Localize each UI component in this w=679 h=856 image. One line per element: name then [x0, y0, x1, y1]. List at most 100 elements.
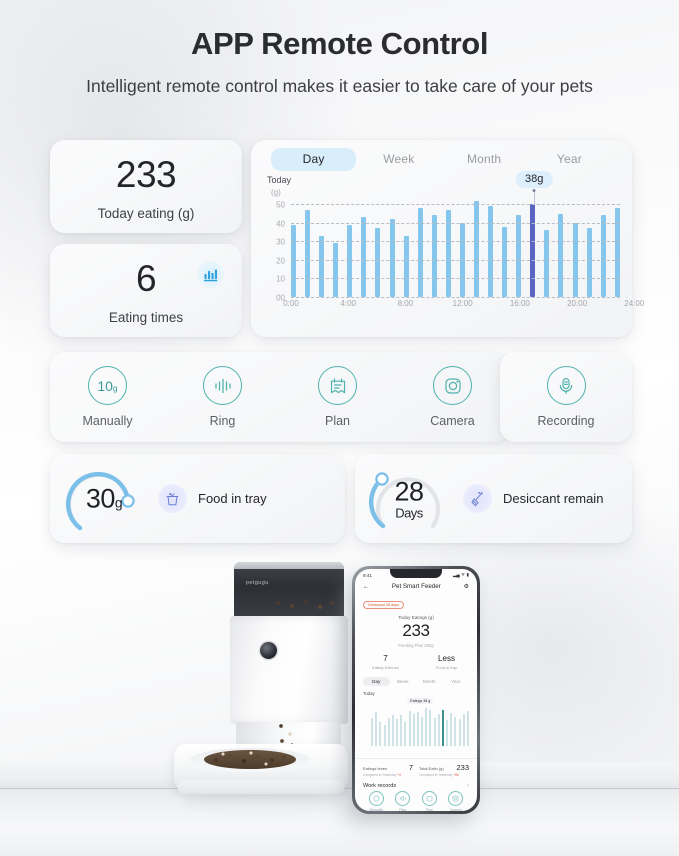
kpi-0-value: 7 — [383, 654, 388, 663]
phone-chart-bar — [441, 709, 444, 746]
device-reflection — [182, 792, 342, 814]
chart-bar — [544, 230, 550, 297]
desiccant-card[interactable]: 28 Days Desiccant remain — [355, 454, 632, 543]
chart-bar — [403, 235, 409, 297]
chart-unit-label: (g) — [271, 188, 281, 197]
phone-chart-bar — [396, 719, 399, 746]
chart-tooltip: 38g — [515, 171, 553, 188]
foot-0-sub: Compared to Yesterday — [363, 773, 397, 777]
desiccant-gauge-value: 28 Days — [355, 476, 463, 520]
kpi-1-value: Less — [438, 654, 455, 663]
chart-plot: 00 10 20 30 40 50 38g — [276, 171, 620, 303]
action-camera[interactable]: Camera — [395, 366, 510, 428]
chart-x-tick: 8:00 — [397, 299, 414, 308]
action-plan[interactable]: Plan — [280, 366, 395, 428]
phone-tab-week[interactable]: Week — [396, 679, 409, 684]
phone-tab-year[interactable]: Year — [451, 679, 461, 684]
phone-notch — [390, 569, 442, 578]
phone-chart-tooltip: Eatings 48 g — [407, 698, 434, 704]
desiccant-value-number: 28 — [394, 476, 424, 506]
phone-chart-bar — [379, 722, 382, 746]
chart-gridline: 30 — [276, 238, 620, 247]
action-ring[interactable]: Ring — [165, 366, 280, 428]
eating-times-card[interactable]: 6 Eating times — [50, 244, 242, 337]
phone-chart-bar — [412, 714, 415, 746]
quick-actions-card: 10g Manually Ring — [50, 352, 510, 442]
today-eating-card[interactable]: 233 Today eating (g) — [50, 140, 242, 233]
gear-icon[interactable]: ⚙ — [463, 584, 469, 590]
foot-1-value: 233 — [456, 763, 469, 772]
chart-y-tick: 00 — [276, 293, 285, 303]
header: APP Remote Control Intelligent remote co… — [0, 26, 679, 99]
floor — [0, 788, 679, 856]
chart-tab-bar: Day Week Month Year — [251, 140, 632, 171]
tab-week[interactable]: Week — [383, 152, 415, 166]
phone-chart-bar — [462, 714, 465, 746]
smartphone-mockup: 9:41 ▂▄ ᯤ ▮ ← Pet Smart Feeder ⚙ Desicca… — [352, 566, 480, 814]
action-manually[interactable]: 10g Manually — [50, 366, 165, 428]
phone-record-camera[interactable]: Camera — [443, 791, 470, 811]
phone-chart-bars — [371, 706, 469, 746]
chart-gridline: 50 — [276, 201, 620, 210]
action-plan-label: Plan — [324, 414, 351, 428]
phone-chart-bar — [400, 715, 403, 746]
recording-card[interactable]: Recording — [500, 352, 632, 442]
phone-record-ring[interactable]: Ring — [390, 791, 417, 811]
chart-gridline: 10 — [276, 275, 620, 284]
back-arrow-icon[interactable]: ← — [363, 583, 369, 590]
phone-tab-bar: Day Week Month Year — [355, 677, 477, 686]
tab-month[interactable]: Month — [466, 152, 502, 166]
chart-x-tick: 24:00 — [624, 299, 645, 308]
chart-area: Today (g) 00 10 20 30 40 50 38g 0:00 4:00 8:00 1… — [251, 171, 644, 325]
tab-year[interactable]: Year — [556, 152, 582, 166]
phone-tab-month[interactable]: Month — [422, 679, 436, 684]
chart-y-tick: 20 — [276, 256, 285, 266]
chart-x-tick: 20:00 — [567, 299, 588, 308]
phone-tab-day[interactable]: Day — [363, 677, 390, 686]
record-3-label: Camera — [449, 808, 462, 811]
tab-day[interactable]: Day — [271, 148, 357, 171]
chart-gridline: 00 — [276, 294, 620, 303]
chart-bar — [431, 215, 437, 297]
phone-nav-bar: ← Pet Smart Feeder ⚙ — [355, 578, 477, 593]
cup-food-icon — [158, 484, 187, 513]
phone-kpi-row: 7 Eating Extimes Less Food in tray — [355, 654, 477, 670]
chart-bar — [361, 217, 367, 297]
microphone-icon — [546, 366, 586, 405]
chart-y-tick: 40 — [276, 219, 285, 229]
food-in-tray-card[interactable]: 30g Food in tray — [50, 454, 345, 543]
foot-0-label: Eatings times — [363, 766, 388, 771]
portion-icon — [368, 791, 384, 806]
chevron-right-icon[interactable]: › — [467, 783, 469, 789]
action-recording-label: Recording — [537, 414, 595, 428]
phone-screen: 9:41 ▂▄ ᯤ ▮ ← Pet Smart Feeder ⚙ Desicca… — [355, 569, 477, 811]
phone-record-manually[interactable]: Manually — [363, 791, 390, 811]
page-subtitle: Intelligent remote control makes it easi… — [86, 76, 593, 96]
phone-chart-bar — [429, 710, 432, 746]
action-recording[interactable]: Recording — [500, 366, 632, 428]
action-ring-label: Ring — [209, 414, 236, 428]
status-time: 9:41 — [363, 572, 372, 578]
phone-work-records-header[interactable]: Work records › — [355, 777, 477, 791]
chart-tooltip-dot — [532, 189, 536, 192]
eating-chart-card[interactable]: Day Week Month Year Today (g) 00 10 20 30 40… — [251, 140, 644, 337]
sound-wave-icon — [203, 366, 242, 405]
manually-amount: 10 — [97, 377, 113, 394]
device-base — [178, 780, 344, 794]
hopper-kibble — [272, 596, 338, 612]
record-2-label: Plan — [425, 808, 433, 811]
calendar-plan-icon — [421, 791, 437, 806]
phone-chart-bar — [375, 711, 378, 746]
phone-title: Pet Smart Feeder — [391, 583, 441, 590]
phone-work-record-icons: Manually Ring Plan Camera — [355, 791, 477, 811]
phone-chart-bar — [437, 714, 440, 746]
eating-times-value: 6 — [135, 258, 157, 299]
chart-bar — [558, 213, 564, 297]
chart-tooltip-stem — [534, 191, 536, 205]
foot-1-delta: +56 — [453, 773, 459, 777]
portion-10g-icon: 10g — [88, 366, 127, 405]
page-title: APP Remote Control — [190, 26, 489, 61]
phone-record-plan[interactable]: Plan — [416, 791, 443, 811]
foot-1-sub: Compared to Yesterday — [419, 773, 453, 777]
kpi-0-label: Eating Extimes — [372, 665, 399, 670]
